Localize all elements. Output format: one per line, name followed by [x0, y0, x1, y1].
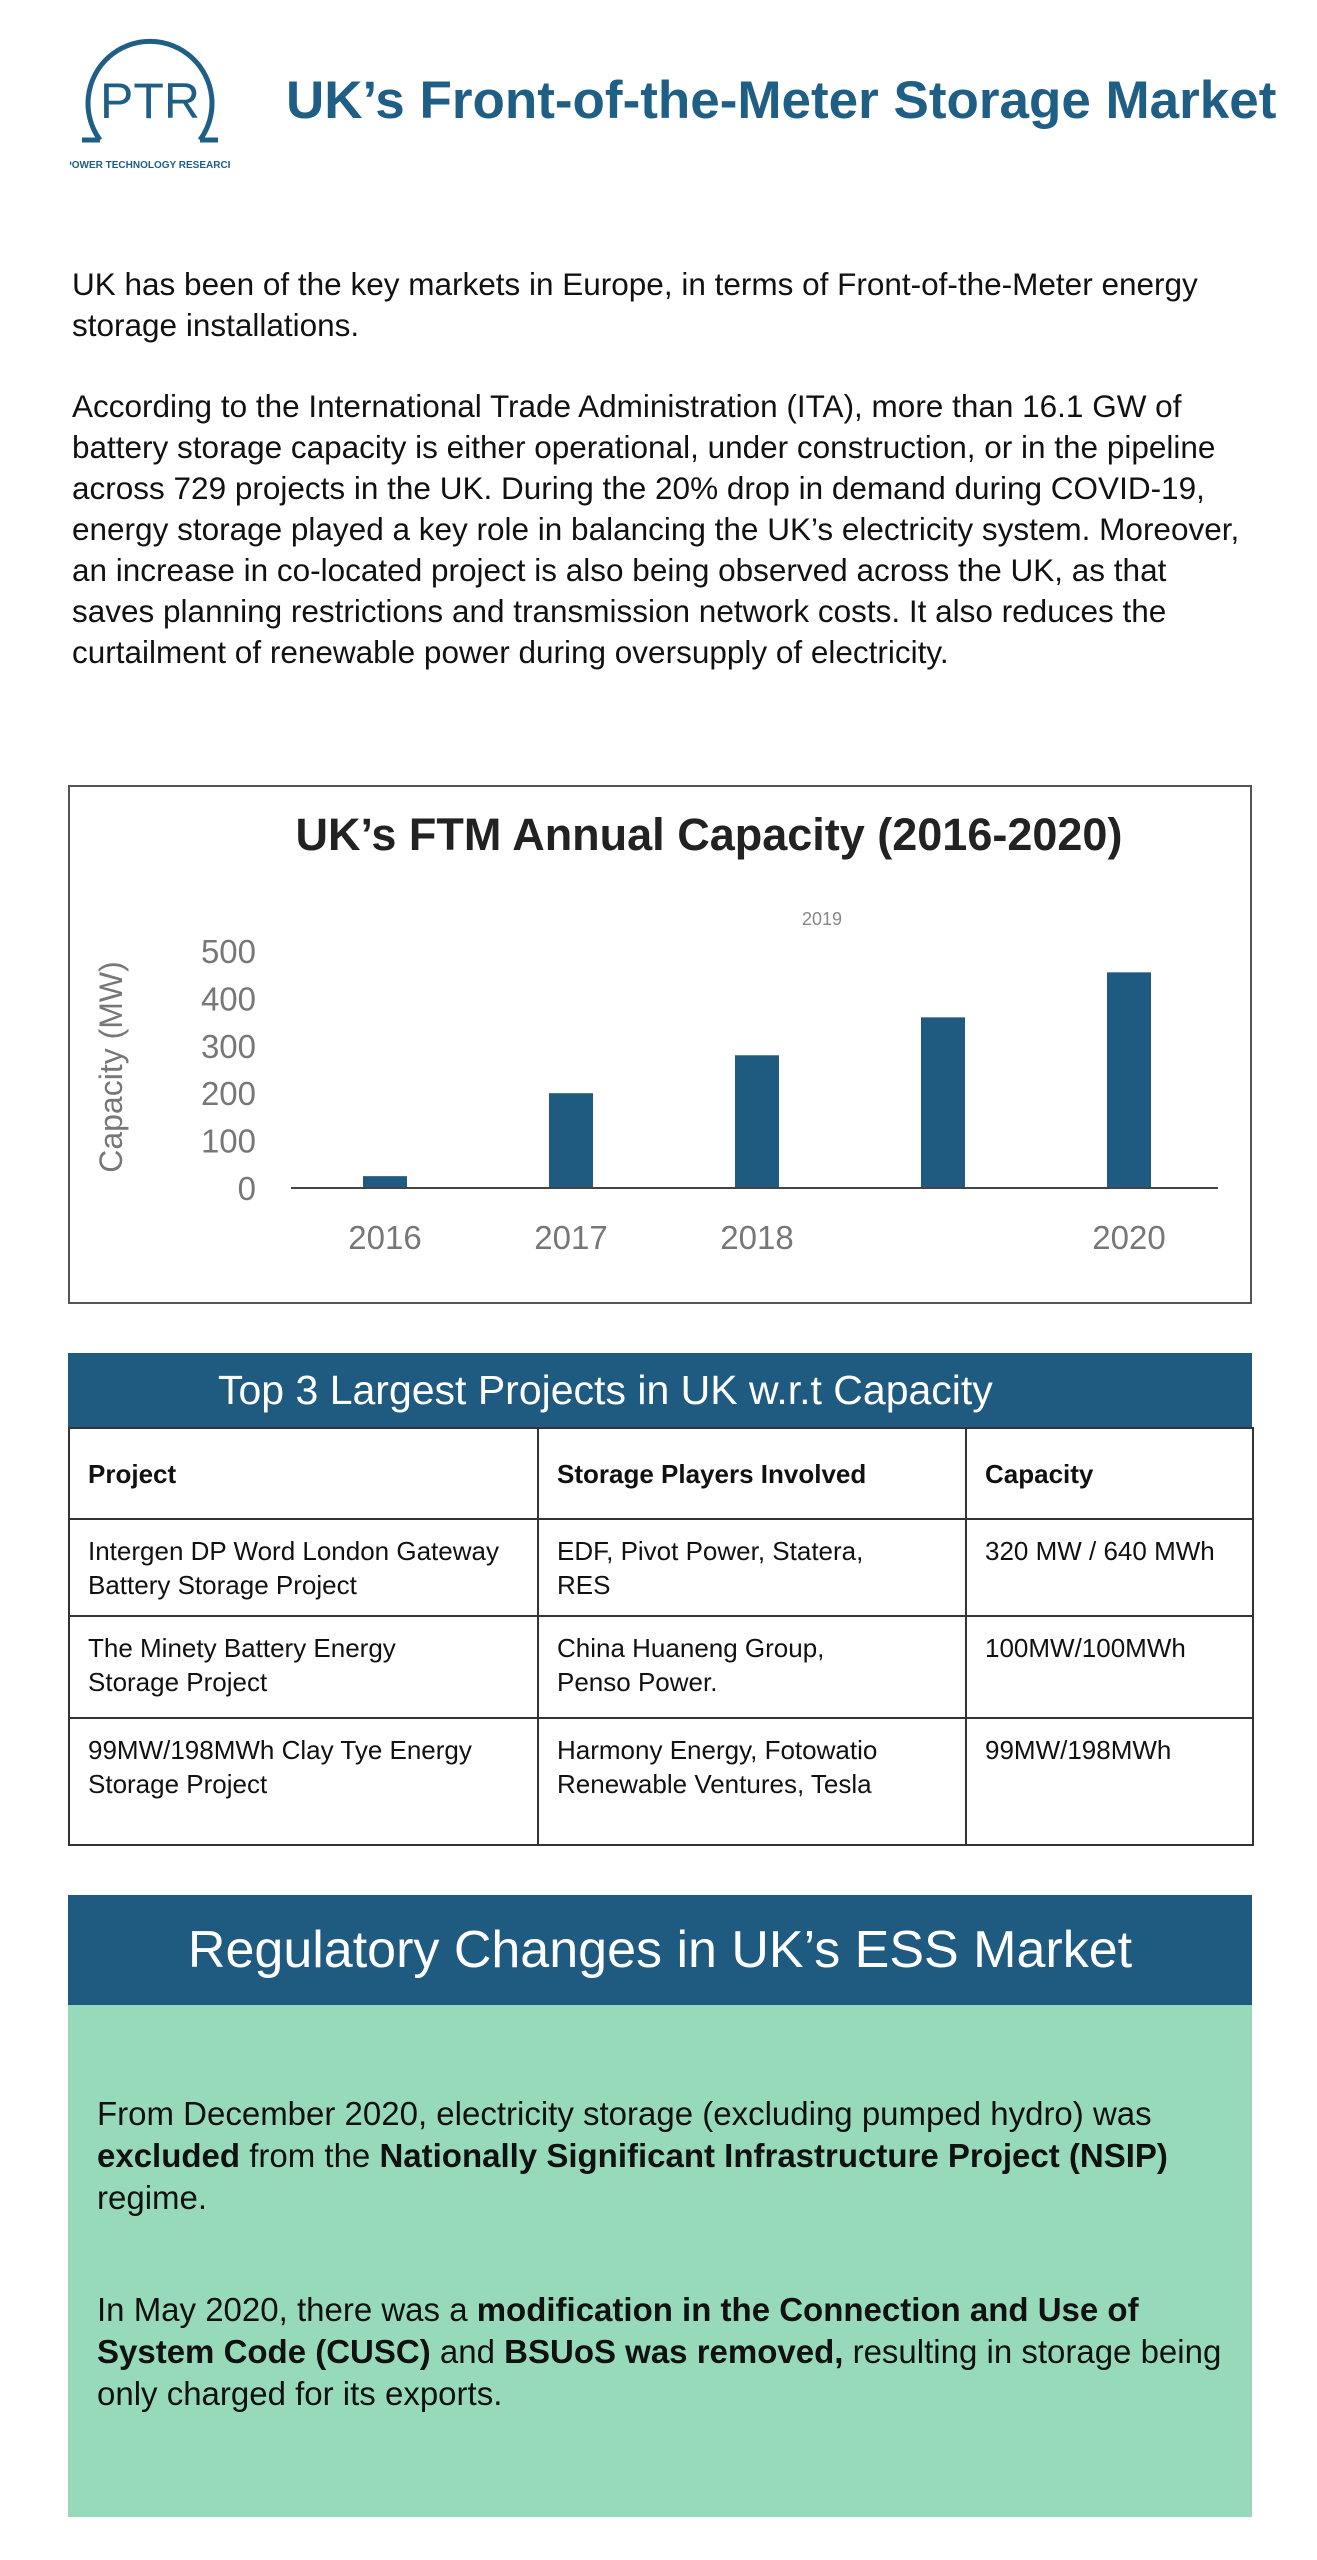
bar-2017 — [549, 1093, 593, 1188]
y-tick-label: 300 — [201, 1028, 256, 1065]
projects-table-title: Top 3 Largest Projects in UK w.r.t Capac… — [218, 1367, 993, 1413]
table-row: The Minety Battery Energy Storage Projec… — [68, 1615, 1254, 1719]
bar-2019 — [921, 1017, 965, 1188]
cell-capacity: 100MW/100MWh — [965, 1615, 1254, 1719]
ptr-logo: PTR POWER TECHNOLOGY RESEARCH — [65, 28, 235, 178]
chart-floating-label: 2019 — [802, 909, 842, 929]
bar-2016 — [363, 1176, 407, 1188]
table-row: Intergen DP Word London Gateway Battery … — [68, 1518, 1254, 1617]
intro-paragraph-1: UK has been of the key markets in Europe… — [72, 266, 1198, 343]
logo-text: PTR — [100, 73, 200, 129]
regulatory-panel: From December 2020, electricity storage … — [68, 2005, 1252, 2517]
x-tick-label: 2018 — [720, 1219, 793, 1256]
x-tick-label: 2017 — [534, 1219, 607, 1256]
regulatory-paragraph-2: In May 2020, there was a modification in… — [97, 2291, 1222, 2412]
y-tick-label: 400 — [201, 980, 256, 1017]
logo-subtext: POWER TECHNOLOGY RESEARCH — [70, 160, 230, 171]
y-tick-label: 200 — [201, 1075, 256, 1112]
column-header-project: Project — [68, 1427, 539, 1520]
cell-project: 99MW/198MWh Clay Tye Energy Storage Proj… — [68, 1717, 539, 1846]
bar-2018 — [735, 1055, 779, 1188]
cell-capacity: 320 MW / 640 MWh — [965, 1518, 1254, 1617]
chart-svg: UK’s FTM Annual Capacity (2016-2020) Cap… — [93, 809, 1218, 1256]
chart-title: UK’s FTM Annual Capacity (2016-2020) — [296, 809, 1123, 860]
y-tick-label: 500 — [201, 933, 256, 970]
capacity-chart: UK’s FTM Annual Capacity (2016-2020) Cap… — [68, 785, 1252, 1304]
cell-players: EDF, Pivot Power, Statera, RES — [537, 1518, 967, 1617]
cell-project: Intergen DP Word London Gateway Battery … — [68, 1518, 539, 1617]
page-title: UK’s Front-of-the-Meter Storage Market — [286, 71, 1277, 130]
table-header-row: Project Storage Players Involved Capacit… — [68, 1427, 1254, 1520]
chart-y-axis-label: Capacity (MW) — [93, 961, 129, 1173]
y-tick-label: 100 — [201, 1123, 256, 1160]
table-row: 99MW/198MWh Clay Tye Energy Storage Proj… — [68, 1717, 1254, 1846]
cell-players: Harmony Energy, Fotowatio Renewable Vent… — [537, 1717, 967, 1846]
regulatory-banner: Regulatory Changes in UK’s ESS Market — [68, 1895, 1252, 2005]
bar-2020 — [1107, 972, 1151, 1188]
column-header-capacity: Capacity — [965, 1427, 1254, 1520]
projects-table-banner: Top 3 Largest Projects in UK w.r.t Capac… — [68, 1353, 1252, 1427]
column-header-players: Storage Players Involved — [537, 1427, 967, 1520]
x-tick-label: 2020 — [1092, 1219, 1165, 1256]
cell-capacity: 99MW/198MWh — [965, 1717, 1254, 1846]
x-tick-label: 2016 — [348, 1219, 421, 1256]
cell-project: The Minety Battery Energy Storage Projec… — [68, 1615, 539, 1719]
cell-players: China Huaneng Group, Penso Power. — [537, 1615, 967, 1719]
projects-table: Project Storage Players Involved Capacit… — [68, 1427, 1254, 1846]
regulatory-paragraph-1: From December 2020, electricity storage … — [97, 2095, 1168, 2216]
intro-paragraph-2: According to the International Trade Adm… — [72, 388, 1240, 670]
y-tick-label: 0 — [238, 1170, 256, 1207]
